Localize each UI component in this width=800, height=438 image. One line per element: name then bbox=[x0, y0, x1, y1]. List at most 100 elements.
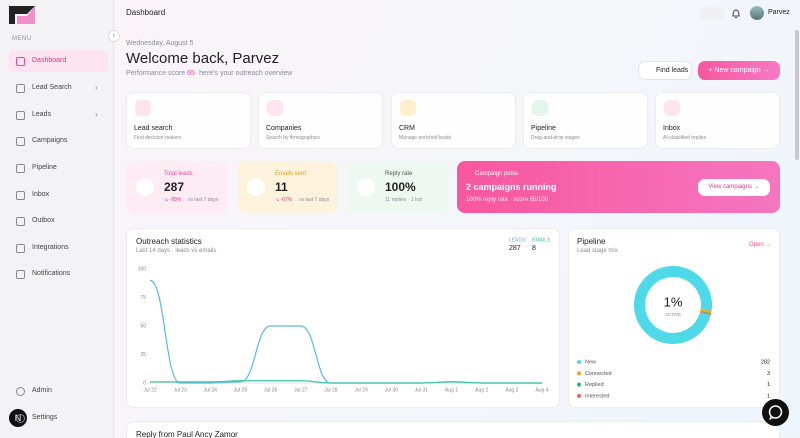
nav-icon[interactable] bbox=[16, 111, 25, 120]
menu-label: MENU bbox=[12, 36, 32, 42]
donut-segment bbox=[700, 309, 712, 314]
x-tick-label: Jul 24 bbox=[204, 387, 218, 393]
y-tick-label: 50 bbox=[140, 323, 146, 329]
nav-icon[interactable] bbox=[16, 244, 25, 253]
pipeline-title: Pipeline bbox=[577, 237, 606, 246]
quick-title: Lead search bbox=[134, 125, 173, 132]
user-name[interactable]: Parvez bbox=[768, 9, 790, 16]
reply-title: Reply from Paul Ancy Zamor bbox=[136, 430, 238, 438]
x-tick-label: Aug 3 bbox=[505, 387, 518, 393]
greeting: Welcome back, Parvez bbox=[126, 50, 280, 67]
x-tick-label: Jul 27 bbox=[294, 387, 308, 393]
x-tick-label: Jul 28 bbox=[324, 387, 338, 393]
nav-chevron[interactable]: › bbox=[95, 83, 98, 92]
x-tick-label: Aug 2 bbox=[475, 387, 488, 393]
nav-icon[interactable] bbox=[16, 137, 25, 146]
stat-note: 11 replies · 1 hot bbox=[385, 197, 422, 203]
legend-dot bbox=[577, 393, 581, 398]
legend-label: Replied bbox=[585, 382, 604, 388]
find-leads-button[interactable]: Find leads bbox=[638, 61, 692, 80]
pulse-headline: 2 campaigns running bbox=[466, 182, 557, 192]
pulse-detail: 100% reply rate · score 65/100 bbox=[466, 197, 549, 203]
nav-item[interactable]: Integrations bbox=[32, 244, 69, 251]
x-tick-label: Jul 25 bbox=[234, 387, 248, 393]
legend-value: 1 bbox=[767, 393, 770, 399]
chat-button[interactable] bbox=[762, 399, 789, 426]
logo[interactable] bbox=[7, 4, 37, 26]
nav-item[interactable]: Pipeline bbox=[32, 164, 57, 171]
nav-icon[interactable] bbox=[16, 84, 25, 93]
performance-line: Performance score 65· here's your outrea… bbox=[126, 70, 292, 77]
quick-title: Companies bbox=[266, 125, 302, 132]
nav-item[interactable]: Admin bbox=[32, 387, 52, 394]
chart-title: Outreach statistics bbox=[136, 237, 202, 246]
quick-subtitle: Search by firmographics bbox=[266, 135, 320, 141]
donut-center-label: 1% bbox=[664, 294, 683, 309]
bell-icon[interactable] bbox=[731, 8, 741, 19]
stat-note: vs last 7 days bbox=[299, 197, 330, 203]
pipeline-card bbox=[568, 228, 780, 408]
chart-subtitle: Last 14 days · leads vs emails bbox=[136, 248, 217, 254]
quick-icon bbox=[664, 100, 680, 116]
collapse-button[interactable]: ‹ bbox=[108, 30, 120, 42]
x-tick-label: Aug 4 bbox=[535, 387, 548, 393]
x-tick-label: Aug 1 bbox=[445, 387, 458, 393]
nav-icon[interactable] bbox=[16, 57, 25, 66]
legend-name: LEADS bbox=[509, 237, 526, 243]
nav-icon[interactable] bbox=[16, 414, 25, 423]
stat-icon bbox=[136, 178, 154, 196]
line-series bbox=[149, 279, 542, 384]
x-tick-label: Jul 30 bbox=[385, 387, 399, 393]
theme-toggle[interactable] bbox=[699, 7, 725, 20]
nav-icon[interactable] bbox=[16, 164, 25, 173]
nav-icon[interactable] bbox=[16, 387, 25, 396]
reply-card bbox=[126, 421, 780, 438]
donut-segment bbox=[700, 311, 711, 316]
nav-item[interactable]: Settings bbox=[32, 414, 58, 421]
y-tick-label: 0 bbox=[143, 380, 146, 386]
legend-value: 3 bbox=[767, 371, 770, 377]
nav-item[interactable]: Campaigns bbox=[32, 137, 68, 144]
nav-item[interactable]: Lead Search bbox=[32, 84, 72, 91]
stat-value: 287 bbox=[164, 180, 185, 194]
pipeline-subtitle: Lead stage mix bbox=[577, 248, 618, 254]
pipeline-link[interactable]: Open → bbox=[749, 242, 772, 248]
pulse-button[interactable]: View campaigns → bbox=[698, 179, 770, 196]
legend-dot bbox=[577, 371, 581, 376]
sidebar bbox=[0, 0, 114, 438]
x-tick-label: Jul 29 bbox=[354, 387, 368, 393]
date: Wednesday, August 5 bbox=[126, 40, 194, 47]
quick-card[interactable] bbox=[655, 92, 780, 149]
stat-trend: ↘ -67% bbox=[275, 197, 293, 203]
nav-chevron[interactable]: › bbox=[95, 110, 98, 119]
stat-label: Total leads bbox=[164, 171, 193, 177]
nav-item[interactable]: Outbox bbox=[32, 217, 55, 224]
new-campaign-button[interactable]: + New campaign → bbox=[698, 61, 780, 80]
perf-score: 65 bbox=[187, 70, 195, 77]
quick-title: CRM bbox=[399, 125, 415, 132]
legend-value: 1 bbox=[767, 382, 770, 388]
nav-item[interactable]: Inbox bbox=[32, 191, 50, 198]
legend-total: 287 bbox=[509, 245, 521, 252]
nav-icon[interactable] bbox=[16, 270, 25, 279]
avatar[interactable] bbox=[750, 6, 764, 20]
nav-item[interactable]: Dashboard bbox=[32, 57, 67, 64]
perf-suffix: · here's your outreach overview bbox=[194, 70, 293, 77]
quick-title: Inbox bbox=[663, 125, 681, 132]
scrollbar bbox=[795, 30, 799, 160]
stat-trend: ↘ -99% bbox=[164, 197, 182, 203]
quick-subtitle: Find decision-makers bbox=[134, 135, 182, 141]
legend-label: Connected bbox=[585, 371, 612, 377]
perf-prefix: Performance score bbox=[126, 70, 186, 77]
pulse-label: Campaign pulse bbox=[475, 171, 519, 177]
nav-icon[interactable] bbox=[16, 191, 25, 200]
donut-segment bbox=[700, 311, 712, 315]
quick-icon bbox=[532, 100, 548, 116]
nav-item[interactable]: Leads bbox=[32, 111, 52, 118]
nav-item[interactable]: Notifications bbox=[32, 270, 71, 277]
legend-dot bbox=[577, 360, 581, 364]
quick-subtitle: Manage enriched leads bbox=[399, 135, 451, 141]
nav-icon[interactable] bbox=[16, 217, 25, 226]
x-tick-label: Jul 31 bbox=[415, 387, 429, 393]
